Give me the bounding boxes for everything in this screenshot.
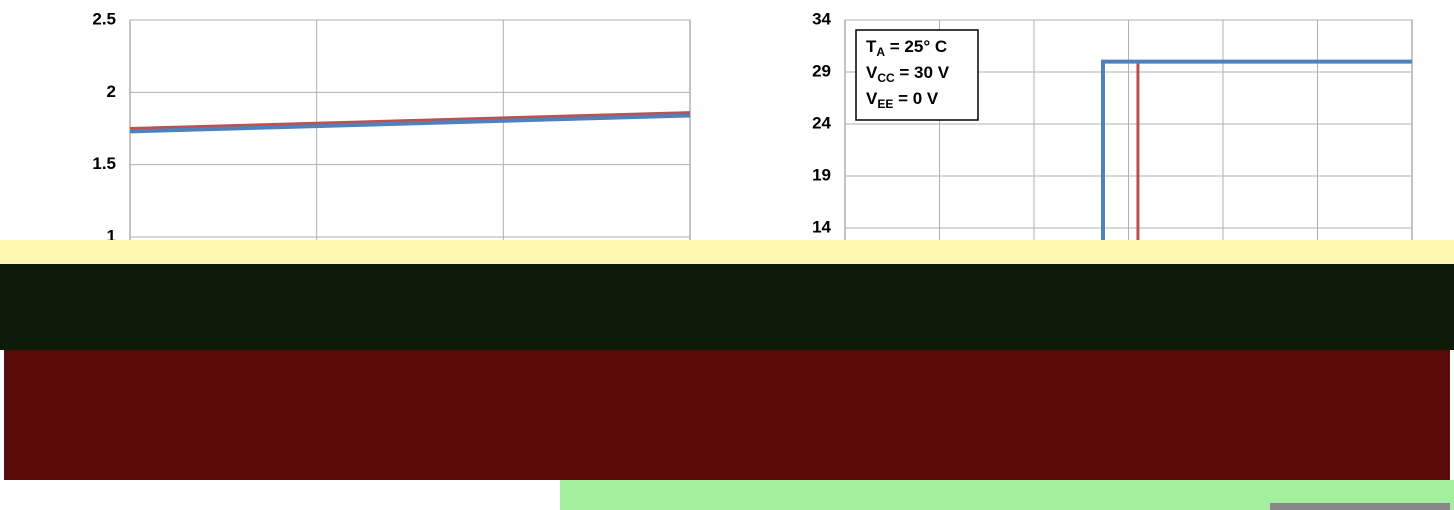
annotation-box: [855, 29, 979, 121]
noise-band: [0, 240, 1454, 264]
line-series: [129, 113, 691, 134]
annotation-main: V: [866, 89, 878, 108]
annotation: VCC = 30 V: [866, 63, 950, 85]
annotation-main: T: [866, 37, 877, 56]
noise-band: [4, 350, 1450, 480]
noise-band: [0, 480, 560, 510]
annotation: VEE = 0 V: [866, 89, 939, 111]
y-tick-label: 14: [812, 217, 831, 236]
y-tick-label: 1: [107, 226, 116, 245]
line-series: [1100, 59, 1412, 242]
y-tick-label: 2: [107, 82, 116, 101]
plot-area: [129, 19, 691, 243]
annotation-sub: EE: [877, 97, 893, 111]
annotation-sub: A: [876, 45, 885, 59]
y-tick-label: 29: [812, 61, 831, 80]
y-tick-label: 19: [812, 165, 831, 184]
annotation-rest: = 0 V: [893, 89, 939, 108]
annotation: TA = 25° C: [866, 37, 947, 59]
annotation-rest: = 30 V: [895, 63, 950, 82]
y-tick-label: 2.5: [92, 9, 116, 28]
y-tick-label: 24: [812, 113, 831, 132]
annotation-main: V: [866, 63, 878, 82]
noise-band: [1270, 503, 1450, 510]
line-series: [129, 111, 691, 130]
noise-band: [0, 264, 1454, 350]
annotation-rest: = 25° C: [885, 37, 947, 56]
annotation-sub: CC: [877, 71, 895, 85]
corrupted-region: [0, 240, 1454, 510]
y-tick-label: 1.5: [92, 154, 116, 173]
y-tick-label: 34: [812, 9, 831, 28]
